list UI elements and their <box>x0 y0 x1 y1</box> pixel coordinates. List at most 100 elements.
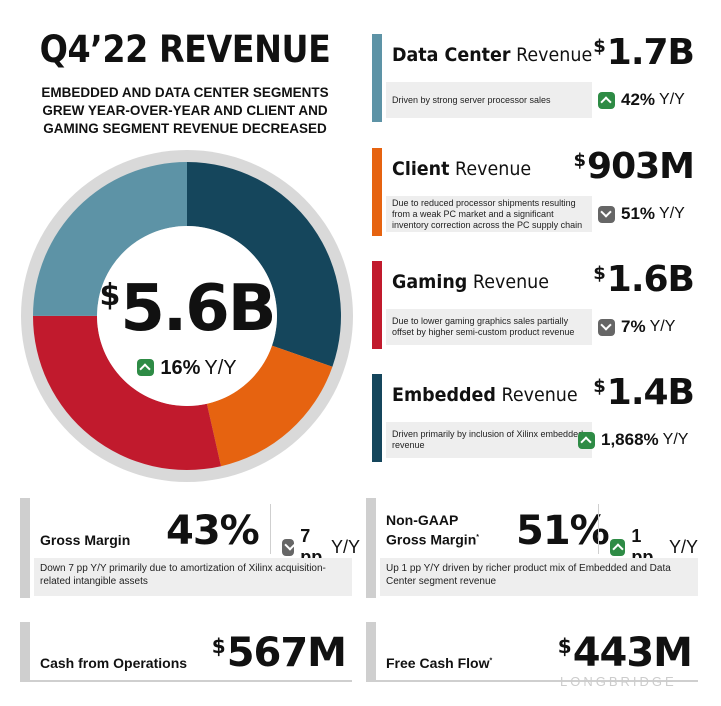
down-arrow-icon <box>598 318 615 336</box>
segment-name: Embedded Revenue <box>392 384 578 406</box>
card-accent-bar <box>20 498 30 598</box>
segment-yoy: 42% Y/Y <box>598 82 698 118</box>
cash-from-operations-card: Cash from Operations $567M <box>20 622 352 682</box>
page-subtitle: EMBEDDED AND DATA CENTER SEGMENTS GREW Y… <box>41 85 329 136</box>
up-arrow-icon <box>578 431 595 449</box>
non-gaap-label-line1: Non-GAAP <box>386 512 459 528</box>
card-accent-bar <box>366 498 376 598</box>
free-cash-dollar-sign: $ <box>557 634 572 658</box>
segment-yoy-value: 51% <box>621 204 656 223</box>
segment-name-bold: Gaming <box>392 271 468 293</box>
cash-ops-dollar-sign: $ <box>211 634 226 658</box>
gross-margin-yoy: 7 pp Y/Y <box>282 526 360 568</box>
segment-name-bold: Data Center <box>392 44 511 66</box>
up-arrow-icon <box>137 359 155 376</box>
non-gaap-yoy-unit: Y/Y <box>668 536 698 557</box>
donut-slice-client <box>206 345 333 467</box>
card-divider <box>598 504 599 554</box>
total-revenue: $5.6B <box>17 272 357 346</box>
segment-value-number: 1.4B <box>606 372 695 413</box>
non-gaap-margin-value: 51% <box>516 508 610 554</box>
page-title: Q4’22 REVENUE <box>39 28 331 71</box>
segment-dollar-sign: $ <box>573 150 586 171</box>
total-yoy-value: 16% <box>160 357 201 379</box>
total-revenue-value: 5.6B <box>120 272 276 346</box>
segment-value-number: 903M <box>587 146 695 187</box>
segment-value-number: 1.6B <box>606 259 695 300</box>
segment-yoy-unit: Y/Y <box>649 318 676 335</box>
segment-name: Client Revenue <box>392 158 531 180</box>
segment-name: Data Center Revenue <box>392 44 592 66</box>
segment-description: Driven by strong server processor sales <box>386 82 592 118</box>
segment-value: $1.7B <box>593 32 695 73</box>
watermark: LONGBRIDGE <box>560 674 677 689</box>
segment-value: $1.4B <box>593 372 695 413</box>
segment-name-rest: Revenue <box>472 271 550 293</box>
non-gaap-margin-label: Non-GAAP Gross Margin* <box>386 512 479 549</box>
free-cash-flow-label: Free Cash Flow* <box>386 655 492 671</box>
free-cash-flow-card: Free Cash Flow* $443M <box>366 622 698 682</box>
segment-name-rest: Revenue <box>455 158 532 180</box>
segment-dollar-sign: $ <box>593 263 605 284</box>
segment-card-embedded: Embedded Revenue $1.4B Driven primarily … <box>372 372 698 462</box>
gross-margin-description: Down 7 pp Y/Y primarily due to amortizat… <box>34 558 352 596</box>
segment-value: $903M <box>573 146 695 187</box>
segment-card-client: Client Revenue $903M Due to reduced proc… <box>372 146 698 236</box>
segment-name-bold: Client <box>392 158 450 180</box>
total-revenue-yoy: 16% Y/Y <box>17 357 357 380</box>
card-accent-bar <box>366 622 376 682</box>
card-accent-bar <box>20 622 30 682</box>
segment-description: Driven primarily by inclusion of Xilinx … <box>386 422 592 458</box>
segment-name-rest: Revenue <box>501 384 578 406</box>
segment-description: Due to reduced processor shipments resul… <box>386 196 592 232</box>
non-gaap-label-line2: Gross Margin <box>386 531 477 548</box>
donut-slice-embedded <box>33 162 187 316</box>
non-gaap-margin-description: Up 1 pp Y/Y driven by richer product mix… <box>380 558 698 596</box>
segment-dollar-sign: $ <box>593 36 605 57</box>
segment-card-gaming: Gaming Revenue $1.6B Due to lower gaming… <box>372 259 698 349</box>
segment-color-bar <box>372 374 382 462</box>
gross-margin-card: Gross Margin 43% 7 pp Y/Y Down 7 pp Y/Y p… <box>20 498 360 598</box>
segment-color-bar <box>372 148 382 236</box>
segment-yoy-unit: Y/Y <box>659 91 685 108</box>
segment-yoy-unit: Y/Y <box>662 431 689 448</box>
segment-color-bar <box>372 261 382 349</box>
non-gaap-margin-card: Non-GAAP Gross Margin* 51% 1 pp Y/Y Up 1 p… <box>366 498 698 598</box>
cash-from-operations-label: Cash from Operations <box>40 655 188 671</box>
total-dollar-sign: $ <box>99 278 120 313</box>
segment-dollar-sign: $ <box>593 376 605 397</box>
donut-slice-gaming <box>33 315 221 470</box>
card-underline <box>366 680 698 682</box>
segment-name-rest: Revenue <box>516 44 593 66</box>
down-arrow-icon <box>282 538 295 556</box>
card-divider <box>270 504 271 554</box>
segment-color-bar <box>372 34 382 122</box>
segment-yoy-value: 1,868% <box>601 430 659 449</box>
up-arrow-icon <box>610 538 626 556</box>
free-cash-flow-label-text: Free Cash Flow <box>386 655 490 671</box>
segment-name-bold: Embedded <box>392 384 496 406</box>
footnote-asterisk: * <box>489 657 493 665</box>
segment-value-number: 1.7B <box>606 32 695 73</box>
segment-yoy: 7% Y/Y <box>598 309 698 345</box>
free-cash-value-number: 443M <box>572 630 693 676</box>
donut-slice-data-center <box>187 162 341 367</box>
up-arrow-icon <box>598 91 615 109</box>
free-cash-flow-value: $443M <box>557 630 693 676</box>
revenue-donut-chart <box>21 150 353 482</box>
segment-description: Due to lower gaming graphics sales parti… <box>386 309 592 345</box>
gross-margin-yoy-unit: Y/Y <box>331 536 361 557</box>
gross-margin-label: Gross Margin <box>40 532 131 548</box>
segment-yoy-value: 7% <box>621 317 646 336</box>
footnote-asterisk: * <box>476 534 479 541</box>
gross-margin-value: 43% <box>166 508 260 554</box>
segment-yoy-value: 42% <box>621 90 656 109</box>
segment-card-data-center: Data Center Revenue $1.7B Driven by stro… <box>372 32 698 122</box>
segment-yoy: 51% Y/Y <box>598 196 698 232</box>
segment-yoy: 1,868% Y/Y <box>578 422 698 458</box>
segment-name: Gaming Revenue <box>392 271 549 293</box>
card-underline <box>20 680 352 682</box>
down-arrow-icon <box>598 205 615 223</box>
segment-yoy-unit: Y/Y <box>659 205 685 222</box>
cash-ops-value-number: 567M <box>226 630 347 676</box>
